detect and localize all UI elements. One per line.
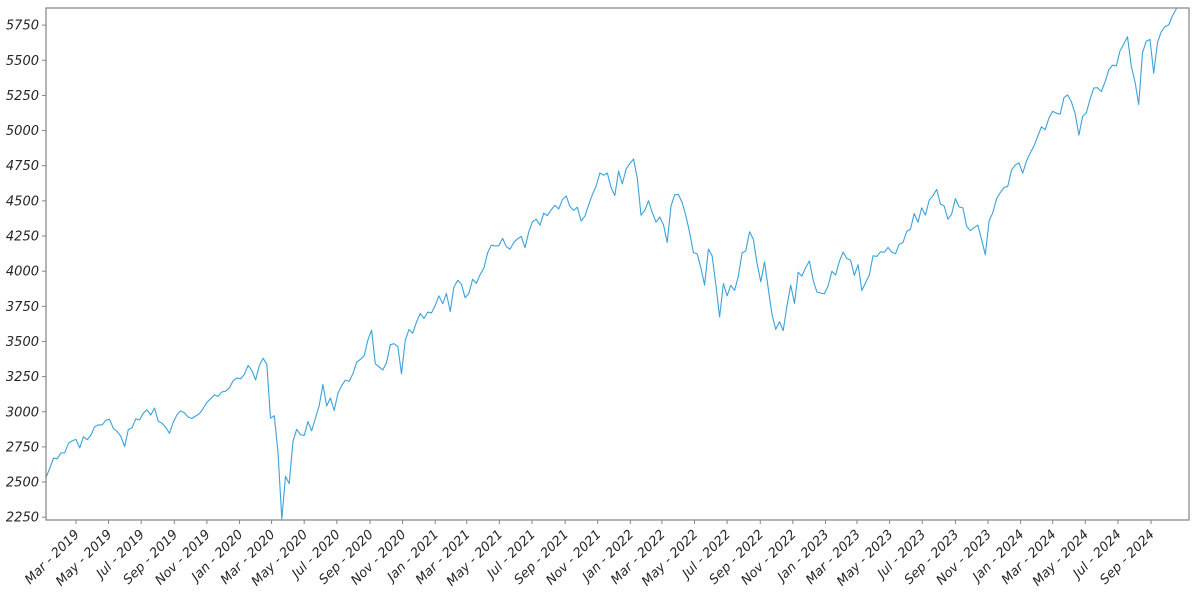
y-tick-label: 5500 [6, 54, 39, 69]
y-tick-label: 4500 [6, 194, 39, 209]
y-tick-label: 5000 [6, 124, 39, 139]
y-tick-label: 3750 [6, 300, 39, 315]
y-tick-label: 4000 [6, 265, 39, 280]
y-tick-label: 2250 [6, 511, 39, 526]
y-tick-label: 5250 [6, 89, 39, 104]
y-tick-label: 3000 [6, 405, 39, 420]
y-tick-label: 5750 [6, 19, 39, 34]
y-tick-label: 4250 [6, 230, 39, 245]
y-tick-label: 2750 [6, 440, 39, 455]
plot-border [45, 7, 1190, 521]
y-tick-label: 3250 [6, 370, 39, 385]
y-tick-label: 3500 [6, 335, 39, 350]
y-tick-label: 4750 [6, 159, 39, 174]
y-tick-label: 2500 [6, 476, 39, 491]
price-line [45, 8, 1177, 520]
